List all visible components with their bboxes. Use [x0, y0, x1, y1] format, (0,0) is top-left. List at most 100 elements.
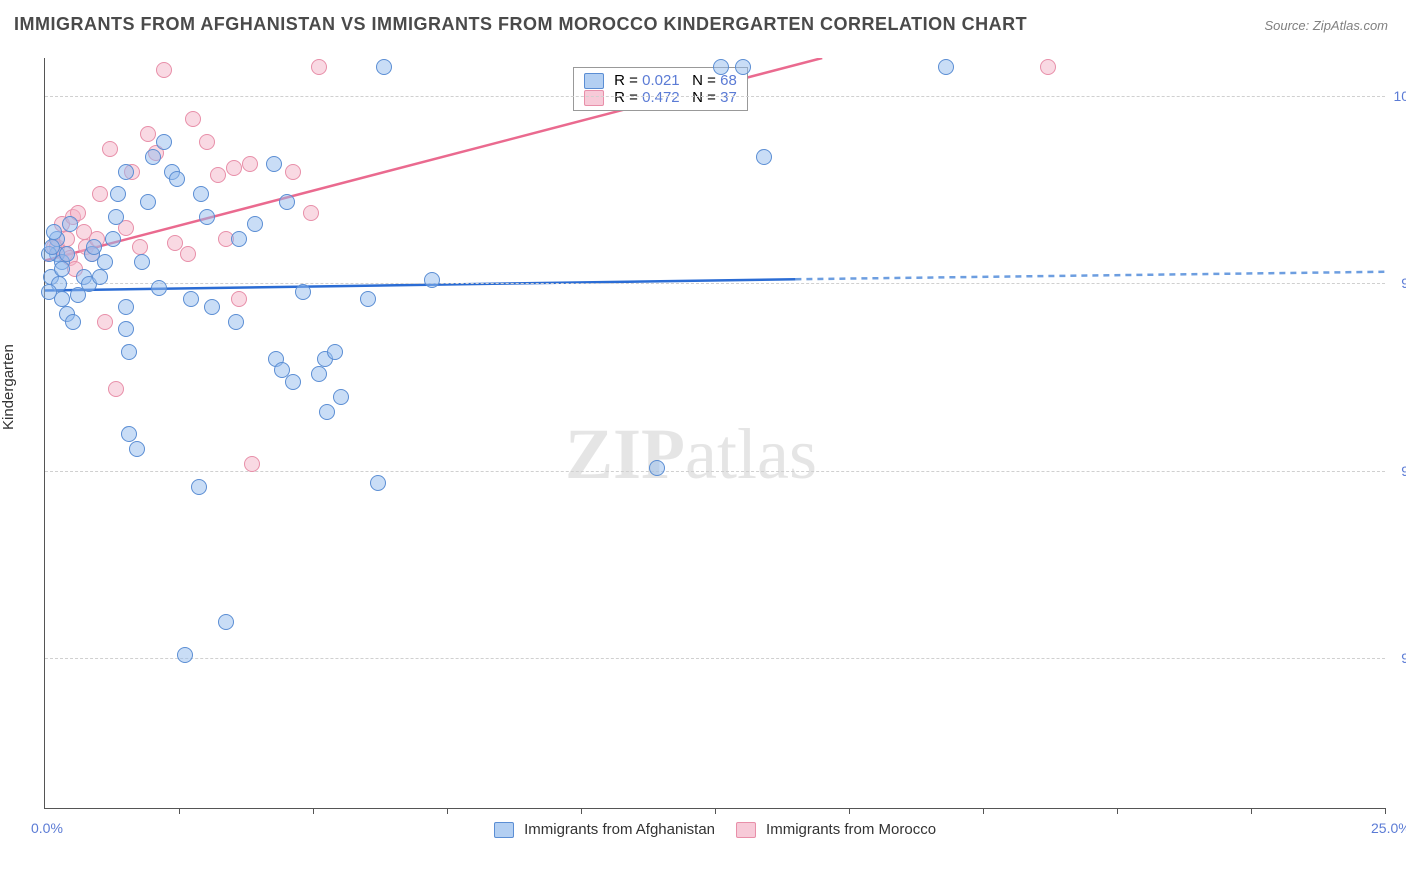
x-tick-label: 0.0% — [31, 820, 63, 836]
y-tick-label: 97.5% — [1391, 275, 1406, 291]
data-point — [376, 59, 392, 75]
data-point — [228, 314, 244, 330]
chart-title: IMMIGRANTS FROM AFGHANISTAN VS IMMIGRANT… — [14, 14, 1027, 35]
data-point — [86, 239, 102, 255]
s1-legend-label: Immigrants from Afghanistan — [524, 821, 715, 838]
data-point — [199, 209, 215, 225]
data-point — [191, 479, 207, 495]
data-point — [938, 59, 954, 75]
data-point — [145, 149, 161, 165]
data-point — [231, 291, 247, 307]
data-point — [231, 231, 247, 247]
data-point — [44, 239, 60, 255]
data-point — [279, 194, 295, 210]
data-point — [199, 134, 215, 150]
data-point — [1040, 59, 1056, 75]
data-point — [204, 299, 220, 315]
watermark: ZIPatlas — [565, 413, 817, 496]
data-point — [177, 647, 193, 663]
data-point — [180, 246, 196, 262]
data-point — [156, 62, 172, 78]
data-point — [167, 235, 183, 251]
grid-line-h — [45, 283, 1385, 284]
stats-row-s1: R = 0.021 N = 68 — [584, 72, 737, 89]
data-point — [97, 254, 113, 270]
x-tick-mark — [1251, 808, 1252, 814]
data-point — [226, 160, 242, 176]
data-point — [151, 280, 167, 296]
x-tick-label: 25.0% — [1371, 820, 1406, 836]
x-tick-mark — [715, 808, 716, 814]
data-point — [118, 299, 134, 315]
data-point — [169, 171, 185, 187]
data-point — [266, 156, 282, 172]
y-axis-label: Kindergarten — [0, 344, 17, 430]
x-tick-mark — [179, 808, 180, 814]
x-tick-mark — [849, 808, 850, 814]
data-point — [92, 269, 108, 285]
s1-n-value: 68 — [720, 72, 737, 89]
data-point — [193, 186, 209, 202]
data-point — [285, 164, 301, 180]
data-point — [156, 134, 172, 150]
data-point — [140, 194, 156, 210]
data-point — [54, 261, 70, 277]
s1-r-value: 0.021 — [642, 72, 680, 89]
data-point — [46, 224, 62, 240]
grid-line-h — [45, 96, 1385, 97]
data-point — [92, 186, 108, 202]
data-point — [110, 186, 126, 202]
s2-swatch-icon — [584, 90, 604, 106]
data-point — [649, 460, 665, 476]
source-label: Source: ZipAtlas.com — [1264, 18, 1388, 33]
x-tick-mark — [1385, 808, 1386, 814]
s2-legend-label: Immigrants from Morocco — [766, 821, 936, 838]
data-point — [424, 272, 440, 288]
data-point — [311, 59, 327, 75]
data-point — [54, 291, 70, 307]
data-point — [134, 254, 150, 270]
data-point — [242, 156, 258, 172]
data-point — [132, 239, 148, 255]
data-point — [41, 284, 57, 300]
data-point — [118, 321, 134, 337]
x-tick-mark — [313, 808, 314, 814]
data-point — [303, 205, 319, 221]
grid-line-h — [45, 471, 1385, 472]
data-point — [65, 314, 81, 330]
data-point — [327, 344, 343, 360]
series-legend: Immigrants from Afghanistan Immigrants f… — [45, 821, 1385, 838]
data-point — [218, 614, 234, 630]
watermark-suffix: atlas — [685, 414, 817, 494]
data-point — [121, 344, 137, 360]
s1-swatch-icon — [584, 73, 604, 89]
x-tick-mark — [447, 808, 448, 814]
data-point — [311, 366, 327, 382]
data-point — [129, 441, 145, 457]
data-point — [210, 167, 226, 183]
data-point — [183, 291, 199, 307]
data-point — [713, 59, 729, 75]
data-point — [118, 164, 134, 180]
data-point — [121, 426, 137, 442]
y-tick-label: 95.0% — [1391, 463, 1406, 479]
y-tick-label: 92.5% — [1391, 650, 1406, 666]
data-point — [285, 374, 301, 390]
data-point — [295, 284, 311, 300]
grid-line-h — [45, 658, 1385, 659]
data-point — [59, 246, 75, 262]
x-tick-mark — [1117, 808, 1118, 814]
data-point — [360, 291, 376, 307]
data-point — [108, 381, 124, 397]
y-tick-label: 100.0% — [1391, 88, 1406, 104]
stats-row-s2: R = 0.472 N = 37 — [584, 89, 737, 106]
data-point — [105, 231, 121, 247]
s2-legend-swatch-icon — [736, 822, 756, 838]
data-point — [319, 404, 335, 420]
watermark-prefix: ZIP — [565, 414, 685, 494]
data-point — [97, 314, 113, 330]
x-tick-mark — [983, 808, 984, 814]
s2-n-value: 37 — [720, 89, 737, 106]
data-point — [102, 141, 118, 157]
s2-r-value: 0.472 — [642, 89, 680, 106]
